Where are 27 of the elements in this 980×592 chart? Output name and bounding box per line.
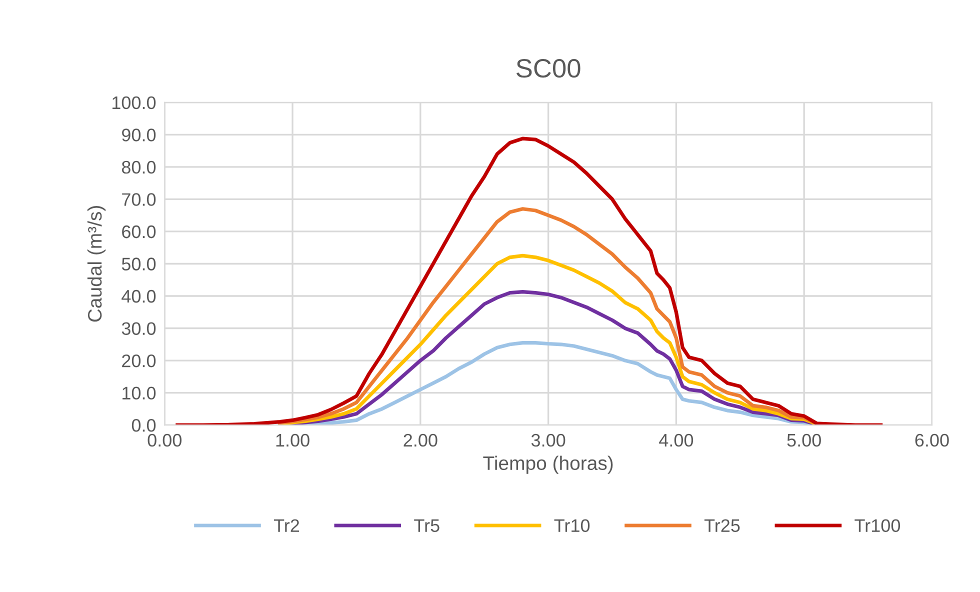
chart-title: SC00: [516, 58, 580, 78]
legend-label: Tr5: [414, 519, 440, 532]
y-tick-label: 10.0: [122, 386, 156, 400]
x-tick-label: 2.00: [404, 434, 438, 447]
x-tick-label: 6.00: [915, 434, 949, 447]
x-tick-label: 1.00: [276, 434, 310, 447]
x-tick-label: 0.00: [148, 434, 182, 447]
legend-label: Tr100: [854, 519, 900, 532]
y-tick-label: 90.0: [122, 128, 156, 142]
y-tick-label: 40.0: [122, 290, 156, 303]
y-tick-label: 30.0: [122, 322, 156, 335]
legend-label: Tr2: [274, 519, 300, 532]
legend-label: Tr25: [704, 519, 740, 532]
y-tick-label: 80.0: [122, 160, 156, 174]
y-axis-title: Caudal (m³/s): [87, 206, 106, 322]
legend-label: Tr10: [554, 519, 590, 532]
y-tick-label: 0.0: [132, 418, 156, 432]
y-tick-label: 100.0: [112, 96, 156, 110]
x-axis-title: Tiempo (horas): [483, 456, 613, 474]
line-series: [176, 136, 883, 426]
y-tick-label: 70.0: [122, 193, 156, 206]
x-tick-label: 5.00: [787, 434, 821, 447]
y-tick-label: 50.0: [122, 258, 156, 270]
x-tick-label: 3.00: [531, 434, 566, 447]
x-tick-label: 4.00: [659, 434, 694, 447]
y-tick-label: 20.0: [122, 354, 156, 368]
y-tick-label: 60.0: [122, 225, 156, 238]
